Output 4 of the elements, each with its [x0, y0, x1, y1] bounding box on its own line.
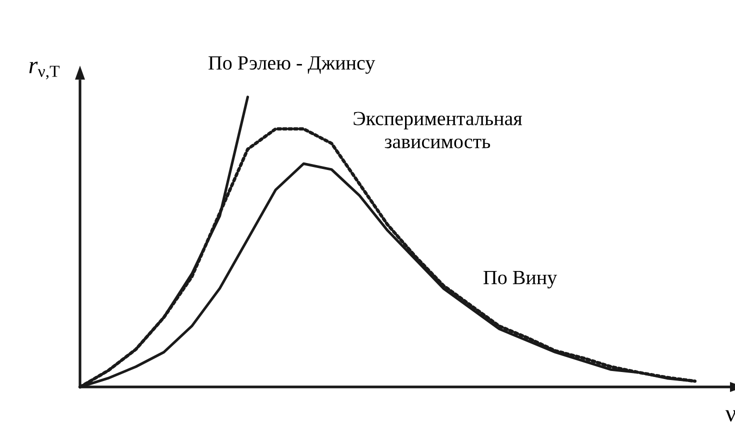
text: По Рэлею - Джинсу	[208, 56, 376, 74]
y-axis-title: r$_{ν,T}$	[29, 62, 60, 80]
series-label: По Вину	[484, 270, 558, 288]
series-label: Экспериментальная зависимость	[354, 112, 522, 148]
